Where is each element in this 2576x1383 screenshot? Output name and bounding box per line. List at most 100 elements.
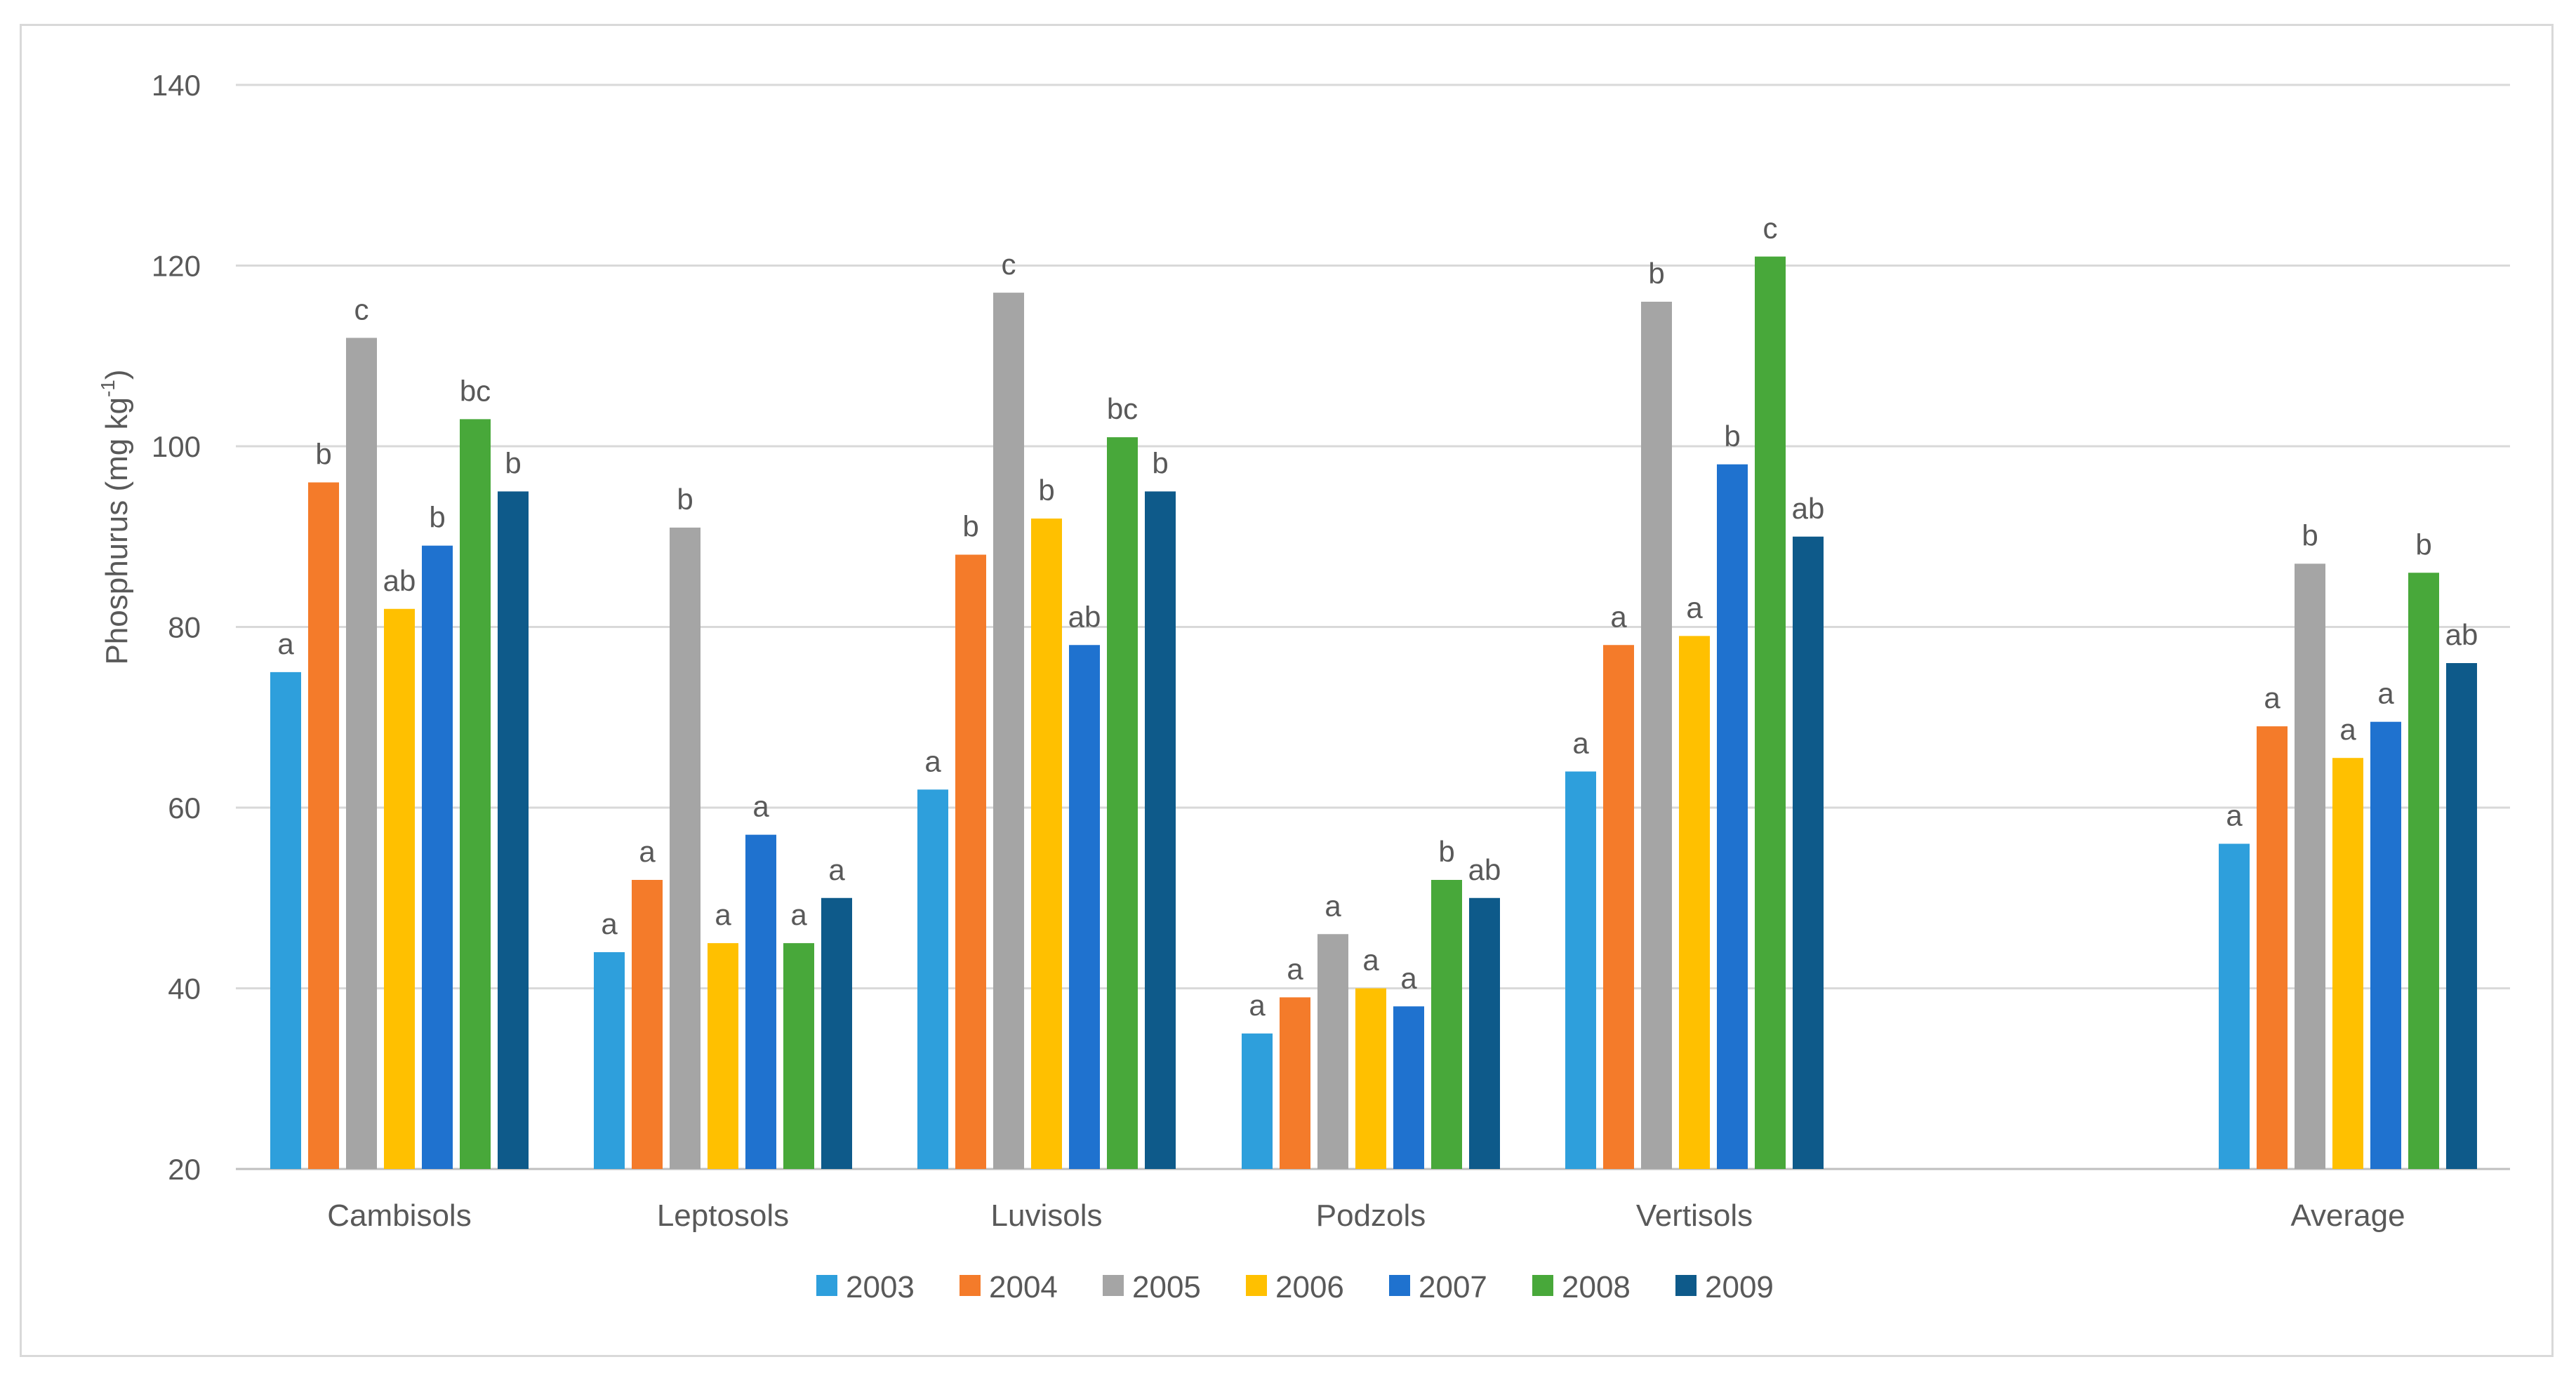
significance-letter: a <box>924 744 941 777</box>
bar-vertisols-2004 <box>1603 645 1634 1169</box>
y-tick-label: 20 <box>168 1153 201 1186</box>
legend-item-2008[interactable]: 2008 <box>1532 1270 1631 1304</box>
significance-letter: a <box>828 853 845 886</box>
legend-item-2009[interactable]: 2009 <box>1675 1270 1774 1304</box>
y-tick-label: 80 <box>168 611 201 644</box>
significance-letter: a <box>2339 713 2356 746</box>
significance-letter: a <box>1324 889 1341 922</box>
legend-item-2007[interactable]: 2007 <box>1389 1270 1487 1304</box>
bar-podzols-2008 <box>1431 880 1462 1169</box>
bar-leptosols-2009 <box>821 897 852 1169</box>
significance-letter: b <box>677 483 693 516</box>
y-tick-label: 140 <box>152 69 201 102</box>
significance-letter: ab <box>383 564 416 597</box>
bar-leptosols-2007 <box>745 834 776 1169</box>
significance-letter: c <box>1763 212 1778 245</box>
bar-leptosols-2006 <box>708 943 738 1169</box>
legend-swatch <box>1675 1275 1697 1296</box>
bar-vertisols-2009 <box>1793 536 1824 1169</box>
y-tick-label: 120 <box>152 250 201 283</box>
bar-cambisols-2005 <box>346 338 377 1169</box>
x-category-label: Luvisols <box>991 1198 1103 1233</box>
significance-letter: a <box>639 835 656 868</box>
bar-podzols-2009 <box>1469 897 1500 1169</box>
bar-vertisols-2008 <box>1755 256 1786 1169</box>
legend-item-2005[interactable]: 2005 <box>1103 1270 1201 1304</box>
legend-swatch <box>1389 1275 1410 1296</box>
significance-letter: c <box>1002 248 1016 281</box>
bar-average-2008 <box>2408 573 2439 1169</box>
significance-letter: bc <box>460 374 491 407</box>
y-tick-label: 60 <box>168 791 201 824</box>
bar-average-2006 <box>2332 758 2363 1169</box>
bar-average-2005 <box>2295 563 2325 1169</box>
legend-item-2006[interactable]: 2006 <box>1246 1270 1344 1304</box>
significance-letter: a <box>2226 799 2243 832</box>
bar-luvisols-2004 <box>955 554 986 1169</box>
legend-swatch <box>1103 1275 1124 1296</box>
significance-letter: b <box>1724 420 1740 453</box>
y-axis-label: Phosphurus (mg kg-1) <box>97 369 134 664</box>
significance-letter: a <box>1686 591 1703 624</box>
significance-letter: a <box>601 907 618 940</box>
bar-vertisols-2003 <box>1565 771 1596 1169</box>
bar-luvisols-2007 <box>1069 645 1100 1169</box>
significance-letter: a <box>790 898 807 931</box>
significance-letter: a <box>1287 952 1303 985</box>
bar-podzols-2007 <box>1393 1006 1424 1169</box>
significance-letter: b <box>505 446 521 479</box>
chart-frame: 20 40 60 80 100 120 140 a b c ab b bc b a a b a a a a a b c b ab… <box>20 24 2554 1357</box>
x-category-label: Cambisols <box>327 1198 471 1233</box>
y-tick-label: 100 <box>152 430 201 463</box>
bar-vertisols-2007 <box>1717 464 1748 1169</box>
x-category-label: Vertisols <box>1636 1198 1753 1233</box>
significance-letter: ab <box>1068 600 1101 633</box>
significance-letter: a <box>2264 681 2280 714</box>
y-tick-label: 40 <box>168 973 201 1005</box>
bar-luvisols-2006 <box>1031 519 1062 1169</box>
bar-luvisols-2009 <box>1145 491 1176 1169</box>
bar-luvisols-2008 <box>1107 437 1138 1169</box>
significance-letter: b <box>429 501 445 534</box>
significance-letter: a <box>1400 961 1417 994</box>
x-category-label: Average <box>2290 1198 2405 1233</box>
legend-swatch <box>1246 1275 1267 1296</box>
significance-letter: bc <box>1107 392 1138 425</box>
significance-letter: b <box>1038 474 1054 507</box>
legend-swatch <box>960 1275 981 1296</box>
significance-letter: b <box>2302 519 2318 552</box>
x-axis-categories: Cambisols Leptosols Luvisols Podzols Vertiso… <box>327 1198 2405 1233</box>
significance-letter: b <box>1152 446 1168 479</box>
bar-cambisols-2008 <box>460 419 491 1169</box>
legend-item-2003[interactable]: 2003 <box>816 1270 915 1304</box>
legend-label: 2006 <box>1275 1270 1344 1304</box>
bar-average-2009 <box>2446 663 2477 1169</box>
bars <box>270 256 2477 1169</box>
legend-swatch <box>1532 1275 1553 1296</box>
significance-letter: b <box>315 438 331 471</box>
bar-leptosols-2004 <box>632 880 663 1169</box>
legend-label: 2005 <box>1132 1270 1201 1304</box>
bar-cambisols-2009 <box>498 491 529 1169</box>
bar-average-2003 <box>2219 843 2250 1169</box>
legend-label: 2009 <box>1705 1270 1774 1304</box>
significance-letter: a <box>2377 677 2394 710</box>
bar-podzols-2006 <box>1355 988 1386 1169</box>
bar-cambisols-2003 <box>270 672 301 1169</box>
significance-letter: a <box>752 790 769 823</box>
bar-luvisols-2003 <box>917 789 948 1169</box>
bar-podzols-2005 <box>1317 934 1348 1169</box>
legend[interactable]: 2003 2004 2005 2006 2007 2008 2009 <box>816 1270 1774 1304</box>
legend-label: 2004 <box>989 1270 1058 1304</box>
legend-label: 2007 <box>1419 1270 1487 1304</box>
significance-letter: b <box>1438 835 1454 868</box>
bar-podzols-2003 <box>1242 1033 1273 1169</box>
legend-item-2004[interactable]: 2004 <box>960 1270 1058 1304</box>
significance-letter: ab <box>1468 853 1501 886</box>
bar-leptosols-2003 <box>594 952 625 1169</box>
bar-cambisols-2007 <box>422 545 453 1169</box>
significance-letter: ab <box>2445 618 2478 651</box>
bar-luvisols-2005 <box>993 293 1024 1169</box>
significance-letter: a <box>1572 727 1589 760</box>
